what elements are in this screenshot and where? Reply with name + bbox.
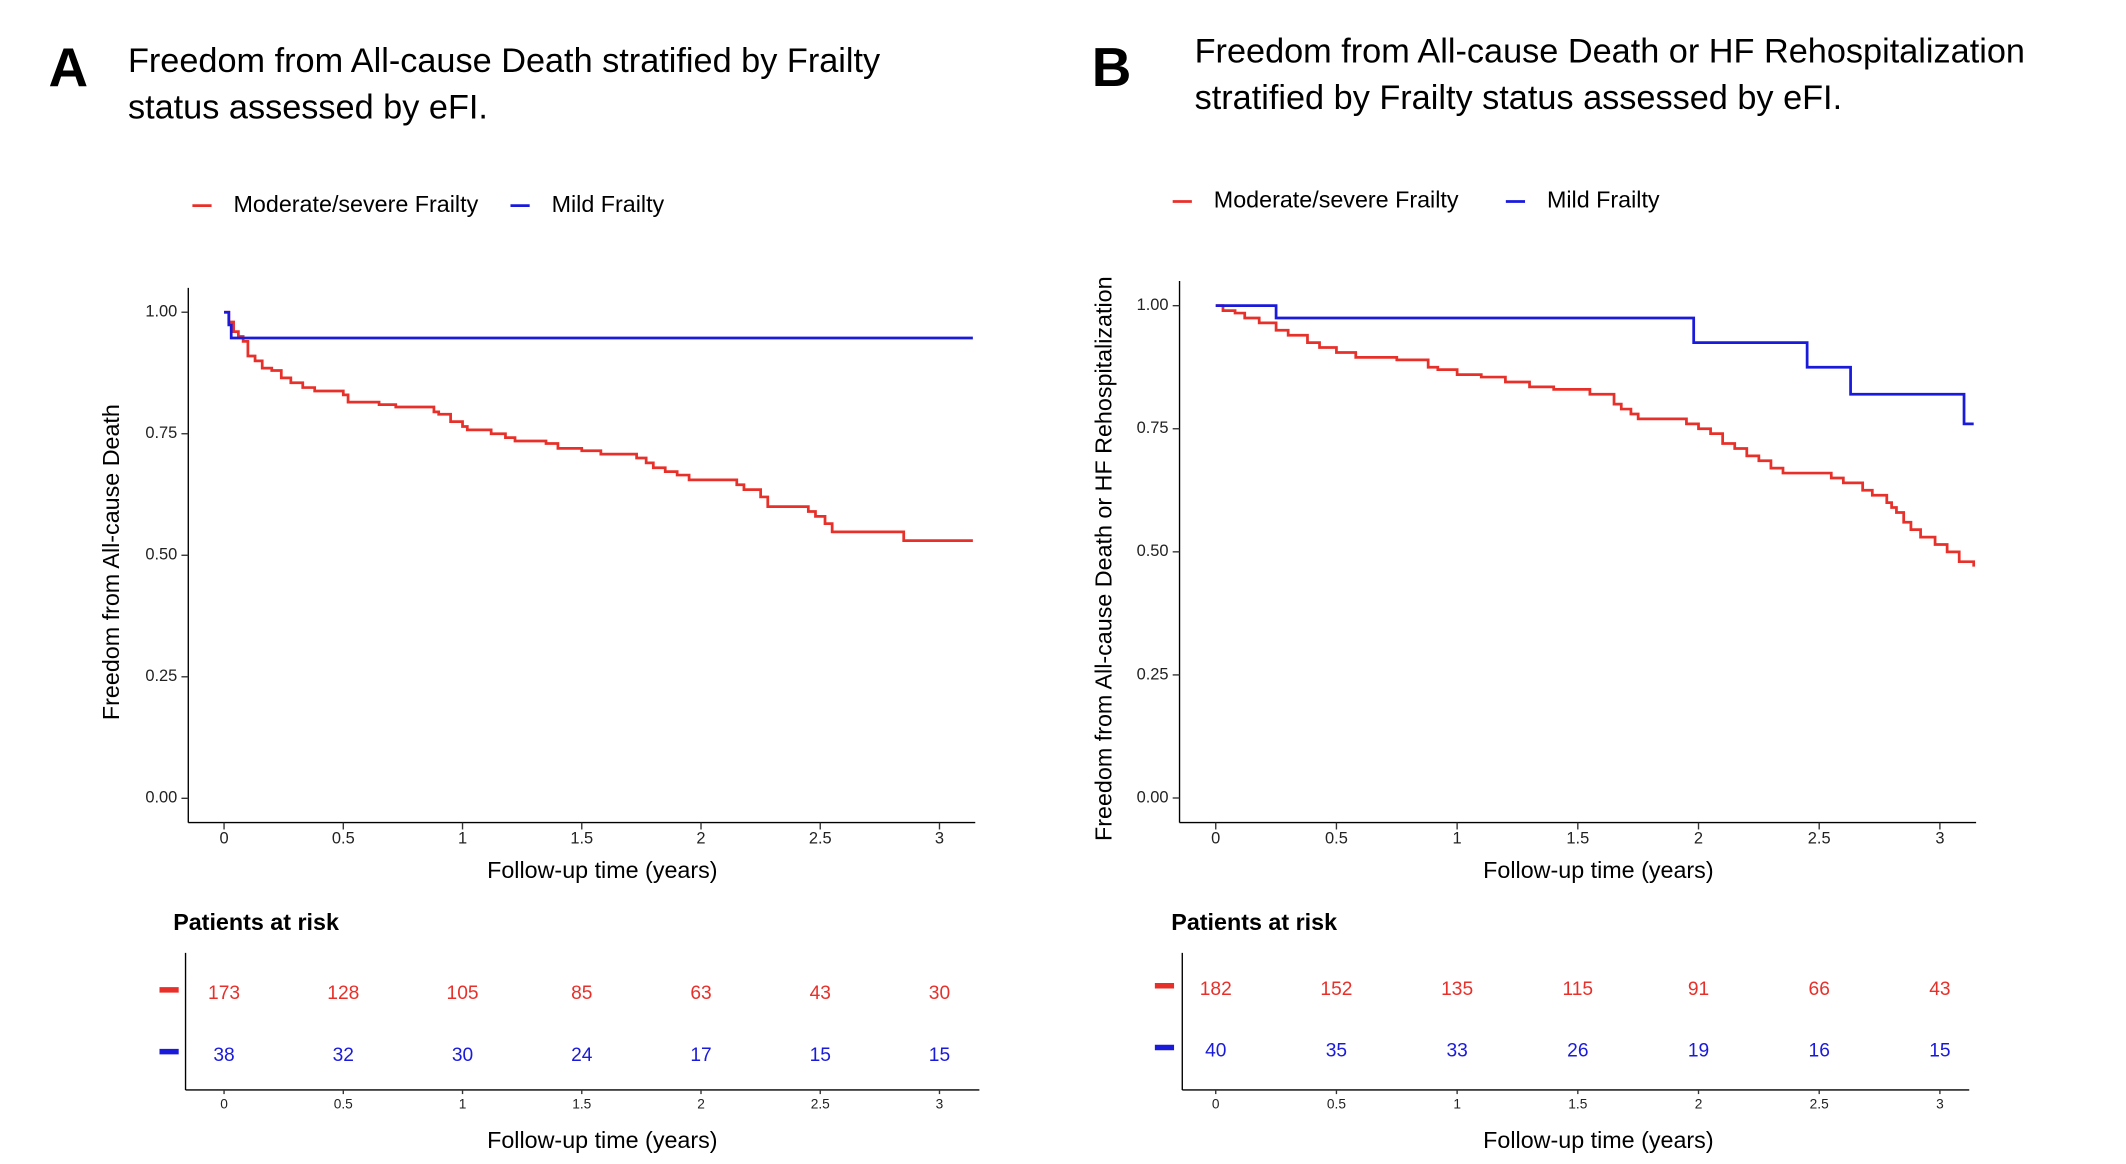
- risk-count: 15: [810, 1045, 831, 1066]
- y-tick-label: 0.50: [1137, 542, 1169, 560]
- y-axis-title: Freedom from All-cause Death: [98, 404, 124, 720]
- risk-x-tick-label: 0: [1212, 1097, 1220, 1112]
- x-tick-label: 1: [458, 829, 467, 847]
- risk-x-tick-label: 1: [1453, 1097, 1461, 1112]
- y-tick-label: 0.50: [145, 546, 177, 564]
- x-tick-label: 1.5: [570, 829, 593, 847]
- risk-count: 43: [810, 983, 831, 1004]
- risk-x-axis-title: Follow-up time (years): [1483, 1127, 1713, 1153]
- panel-letter: B: [1092, 36, 1132, 98]
- x-tick-label: 2: [696, 829, 705, 847]
- panel-letter: A: [48, 36, 88, 98]
- x-tick-label: 2.5: [1808, 829, 1831, 847]
- risk-count: 19: [1688, 1041, 1709, 1062]
- x-tick-label: 3: [1935, 829, 1944, 847]
- survival-curve: [224, 310, 973, 340]
- x-tick-label: 0: [219, 829, 228, 847]
- chart-title: status assessed by eFI.: [128, 89, 488, 127]
- risk-x-tick-label: 2: [697, 1097, 705, 1112]
- x-tick-label: 0: [1211, 829, 1220, 847]
- y-tick-label: 0.00: [1137, 788, 1169, 806]
- chart-title: stratified by Frailty status assessed by…: [1195, 79, 1842, 117]
- x-axis-title: Follow-up time (years): [1483, 857, 1713, 883]
- legend-label: Moderate/severe Frailty: [1214, 187, 1459, 213]
- risk-count: 91: [1688, 979, 1709, 1000]
- y-tick-label: 0.75: [145, 424, 177, 442]
- risk-count: 33: [1446, 1041, 1467, 1062]
- y-axis-title: Freedom from All-cause Death or HF Rehos…: [1091, 276, 1117, 841]
- risk-count: 16: [1809, 1041, 1830, 1062]
- risk-x-tick-label: 2: [1695, 1097, 1703, 1112]
- risk-count: 152: [1320, 979, 1352, 1000]
- y-tick-label: 0.25: [145, 667, 177, 685]
- risk-count: 66: [1809, 979, 1830, 1000]
- risk-title: Patients at risk: [173, 909, 339, 935]
- x-tick-label: 0.5: [1325, 829, 1348, 847]
- risk-x-tick-label: 0.5: [334, 1097, 353, 1112]
- risk-x-tick-label: 2.5: [811, 1097, 830, 1112]
- x-tick-label: 0.5: [332, 829, 355, 847]
- risk-count: 15: [1929, 1041, 1950, 1062]
- legend-label: Moderate/severe Frailty: [234, 191, 479, 217]
- risk-count: 15: [929, 1045, 950, 1066]
- chart-title: Freedom from All-cause Death or HF Rehos…: [1195, 33, 2025, 71]
- risk-count: 32: [333, 1045, 354, 1066]
- risk-x-tick-label: 2.5: [1810, 1097, 1829, 1112]
- risk-count: 40: [1205, 1041, 1226, 1062]
- risk-count: 43: [1929, 979, 1950, 1000]
- risk-x-tick-label: 3: [936, 1097, 944, 1112]
- risk-count: 135: [1441, 979, 1473, 1000]
- x-tick-label: 1.5: [1566, 829, 1589, 847]
- chart-title: Freedom from All-cause Death stratified …: [128, 42, 881, 80]
- risk-x-tick-label: 1.5: [572, 1097, 591, 1112]
- risk-count: 30: [929, 983, 950, 1004]
- risk-count: 35: [1326, 1041, 1347, 1062]
- risk-count: 17: [690, 1045, 711, 1066]
- risk-x-tick-label: 1: [459, 1097, 467, 1112]
- y-tick-label: 1.00: [145, 303, 177, 321]
- y-tick-label: 0.00: [145, 789, 177, 807]
- legend-label: Mild Frailty: [552, 191, 665, 217]
- legend-label: Mild Frailty: [1547, 187, 1660, 213]
- risk-title: Patients at risk: [1171, 909, 1337, 935]
- x-axis-title: Follow-up time (years): [487, 857, 717, 883]
- risk-count: 24: [571, 1045, 593, 1066]
- survival-curve: [224, 310, 973, 543]
- risk-count: 38: [213, 1045, 234, 1066]
- x-tick-label: 1: [1453, 829, 1462, 847]
- y-tick-label: 0.75: [1137, 419, 1169, 437]
- risk-count: 63: [690, 983, 711, 1004]
- x-tick-label: 3: [935, 829, 944, 847]
- risk-x-tick-label: 0: [220, 1097, 228, 1112]
- risk-count: 128: [327, 983, 359, 1004]
- risk-x-axis-title: Follow-up time (years): [487, 1127, 717, 1153]
- survival-curve: [1215, 304, 1976, 567]
- risk-count: 26: [1567, 1041, 1588, 1062]
- risk-count: 30: [452, 1045, 473, 1066]
- x-tick-label: 2: [1694, 829, 1703, 847]
- y-tick-label: 0.25: [1137, 665, 1169, 683]
- risk-x-tick-label: 1.5: [1568, 1097, 1587, 1112]
- risk-x-tick-label: 0.5: [1327, 1097, 1346, 1112]
- risk-count: 182: [1200, 979, 1232, 1000]
- risk-count: 115: [1563, 979, 1594, 1000]
- survival-curve: [1215, 304, 1974, 426]
- risk-count: 85: [571, 983, 592, 1004]
- risk-count: 105: [447, 983, 479, 1004]
- risk-count: 173: [208, 983, 240, 1004]
- risk-x-tick-label: 3: [1936, 1097, 1944, 1112]
- y-tick-label: 1.00: [1137, 296, 1169, 314]
- x-tick-label: 2.5: [809, 829, 832, 847]
